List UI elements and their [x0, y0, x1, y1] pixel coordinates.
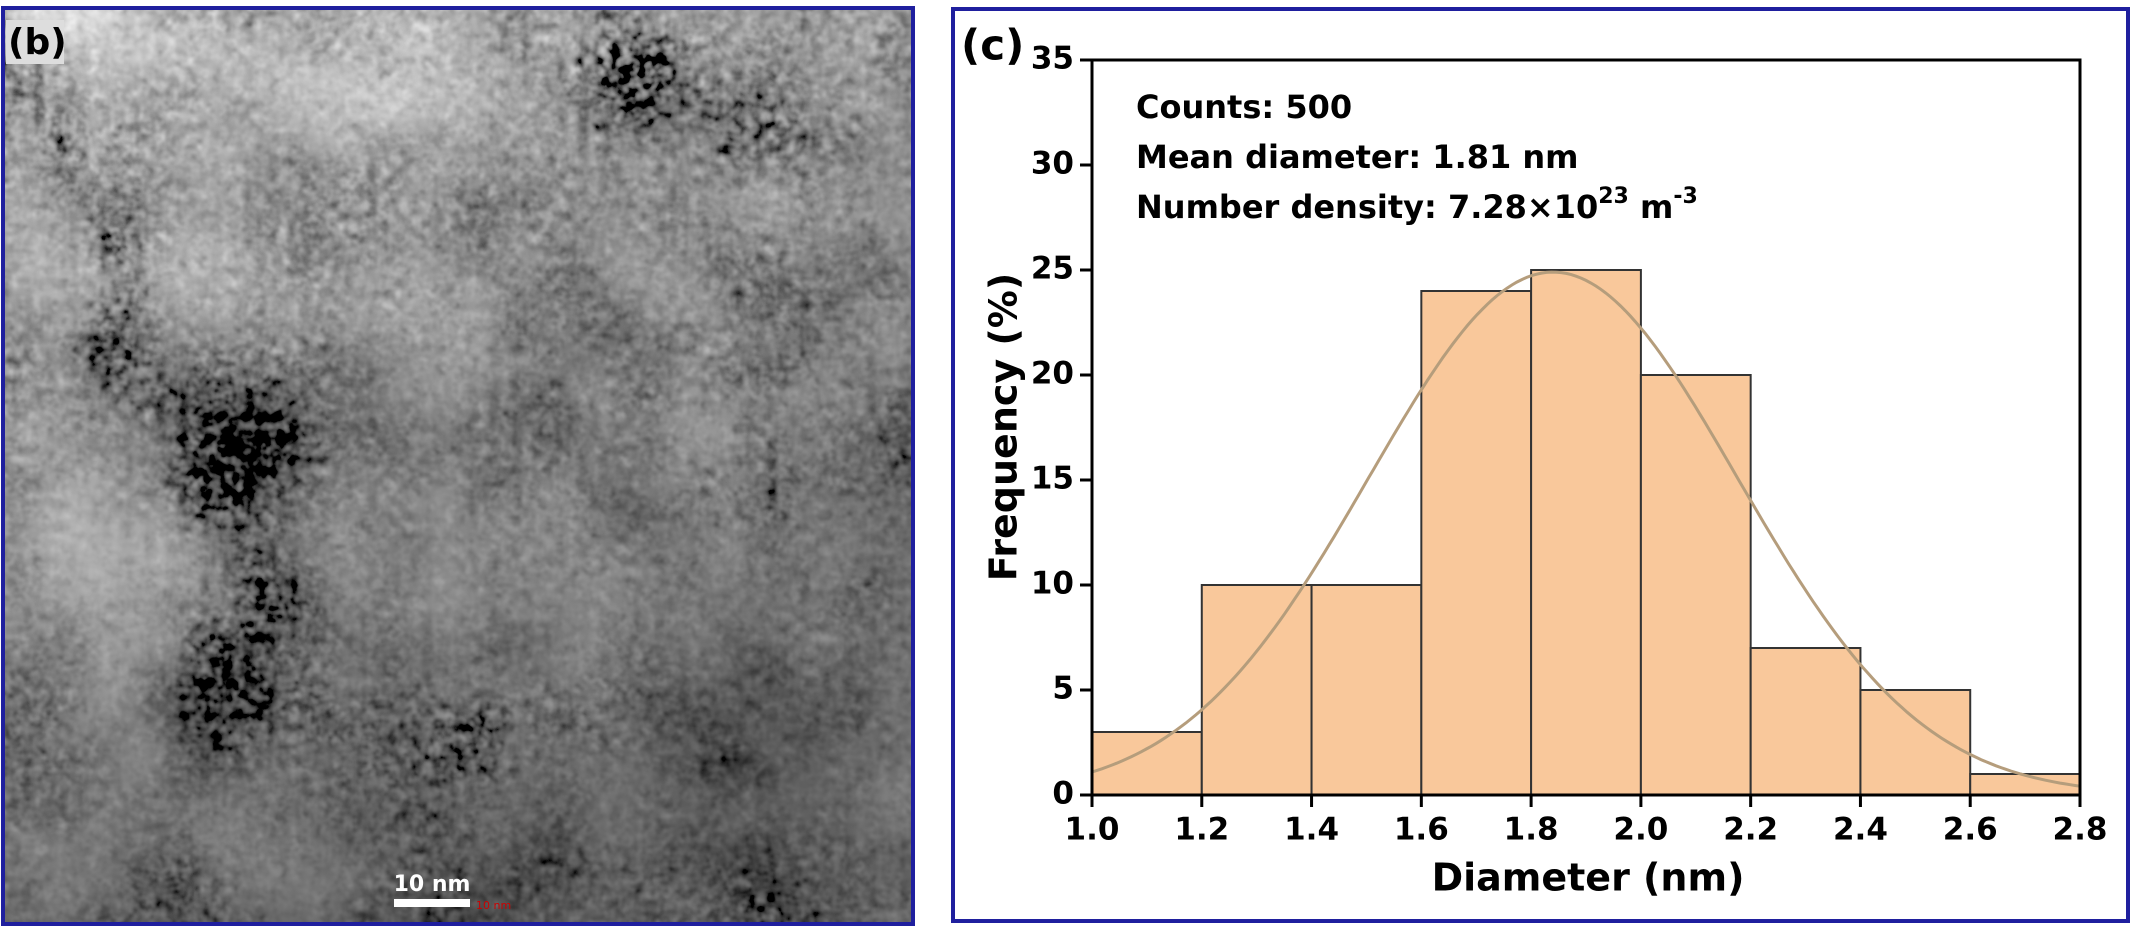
y-tick-label: 5	[1052, 671, 1074, 707]
bar	[1749, 647, 1862, 796]
y-tick-label: 35	[1031, 41, 1074, 77]
x-tick-label: 1.2	[1174, 812, 1229, 848]
y-tick-label: 10	[1031, 566, 1074, 602]
x-tick-label: 1.0	[1065, 812, 1120, 848]
x-tick-label: 1.6	[1394, 812, 1449, 848]
annotation: Counts: 500	[1136, 88, 1352, 126]
bar	[1639, 374, 1752, 796]
annotation: Number density: 7.28×1023 m-3	[1136, 184, 1698, 226]
label-bg	[6, 20, 64, 64]
x-tick-label: 2.8	[2053, 812, 2108, 848]
bar	[1530, 269, 1642, 796]
y-tick-label: 25	[1031, 251, 1074, 287]
x-tick-label: 1.4	[1284, 812, 1339, 848]
y-tick-label: 20	[1031, 356, 1074, 392]
bar	[1200, 584, 1313, 796]
x-tick-label: 2.4	[1833, 812, 1888, 848]
panel-border	[1, 6, 915, 926]
bar	[1310, 584, 1423, 796]
image-panel: (b) 10 nm 10 nm	[1, 6, 915, 926]
y-tick-label: 15	[1031, 461, 1074, 497]
annotation-superscript: -3	[1673, 184, 1697, 209]
bar	[1091, 731, 1203, 796]
x-axis-title: Diameter (nm)	[1432, 856, 1745, 900]
annotation: Mean diameter: 1.81 nm	[1136, 138, 1579, 176]
annotation-part: m	[1629, 188, 1673, 226]
annotation-superscript: 23	[1598, 184, 1629, 209]
x-tick-label: 2.0	[1613, 812, 1668, 848]
bar	[1859, 689, 1972, 796]
x-tick-label: 1.8	[1504, 812, 1559, 848]
bar	[1420, 290, 1533, 796]
x-tick-label: 2.6	[1943, 812, 1998, 848]
y-tick-label: 0	[1052, 776, 1074, 812]
panel-label: (b)	[8, 22, 67, 63]
plot-frame	[1090, 58, 2082, 797]
fit-curve	[1091, 270, 2081, 788]
y-axis-title: Frequency (%)	[982, 273, 1026, 581]
annotation-part: Number density: 7.28×10	[1136, 188, 1598, 226]
micrograph-shade	[4, 9, 912, 923]
scale-bar-label: 10 nm	[394, 872, 471, 897]
y-tick-label: 30	[1031, 146, 1074, 182]
scale-bar-small: 10 nm	[476, 899, 511, 912]
panel-label: (c)	[961, 21, 1024, 70]
x-tick-label: 2.2	[1723, 812, 1778, 848]
